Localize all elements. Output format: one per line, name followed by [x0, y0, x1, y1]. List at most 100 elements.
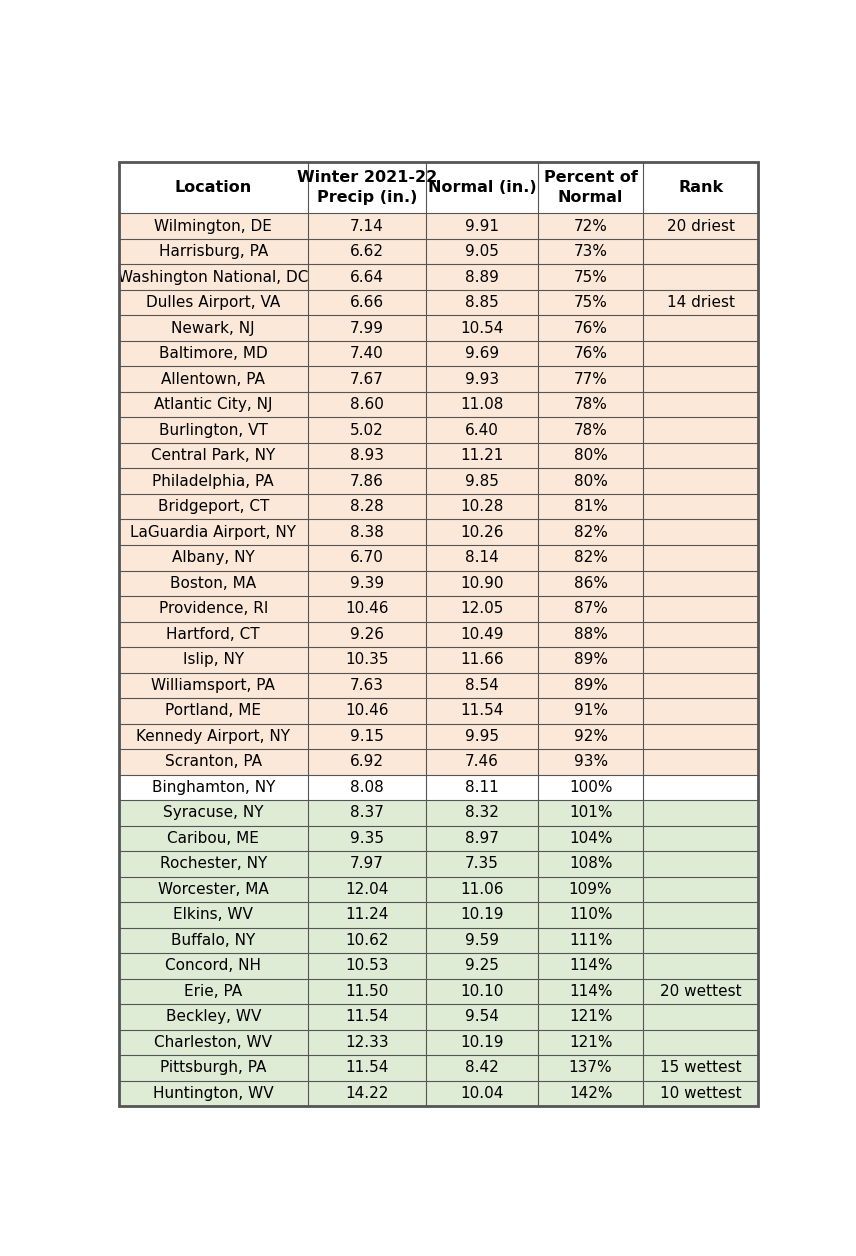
Text: Binghamton, NY: Binghamton, NY: [152, 780, 275, 795]
Text: 8.42: 8.42: [465, 1060, 499, 1075]
Text: 9.69: 9.69: [465, 347, 499, 362]
Text: Elkins, WV: Elkins, WV: [173, 907, 253, 922]
Text: 14 driest: 14 driest: [667, 295, 735, 310]
Text: 8.32: 8.32: [465, 805, 499, 820]
Text: 10.19: 10.19: [461, 907, 503, 922]
Bar: [119, 1005, 758, 1030]
Text: Bridgeport, CT: Bridgeport, CT: [158, 499, 269, 514]
Bar: [119, 214, 758, 239]
Text: 8.08: 8.08: [350, 780, 383, 795]
Text: 8.93: 8.93: [350, 448, 383, 463]
Bar: [119, 367, 758, 392]
Text: Normal (in.): Normal (in.): [427, 181, 536, 196]
Text: 12.05: 12.05: [461, 602, 503, 617]
Bar: [119, 775, 758, 800]
Text: 7.63: 7.63: [350, 678, 383, 693]
Text: 92%: 92%: [574, 728, 608, 744]
Text: 80%: 80%: [574, 448, 608, 463]
Bar: [119, 1030, 758, 1055]
Text: 101%: 101%: [569, 805, 612, 820]
Text: 78%: 78%: [574, 423, 608, 437]
Text: 9.05: 9.05: [465, 244, 499, 259]
Bar: [119, 672, 758, 698]
Text: Charleston, WV: Charleston, WV: [154, 1035, 272, 1050]
Bar: [119, 698, 758, 723]
Text: 6.40: 6.40: [465, 423, 499, 437]
Text: 8.97: 8.97: [465, 831, 499, 845]
Bar: [119, 902, 758, 928]
Text: Newark, NJ: Newark, NJ: [171, 320, 255, 335]
Text: 75%: 75%: [574, 295, 608, 310]
Text: 7.97: 7.97: [350, 857, 383, 872]
Text: 10.10: 10.10: [461, 983, 503, 999]
Text: Baltimore, MD: Baltimore, MD: [159, 347, 268, 362]
Bar: [119, 723, 758, 749]
Text: 89%: 89%: [574, 678, 608, 693]
Text: 72%: 72%: [574, 219, 608, 234]
Text: 10.49: 10.49: [461, 627, 503, 642]
Text: 7.14: 7.14: [350, 219, 383, 234]
Bar: [119, 852, 758, 877]
Text: Harrisburg, PA: Harrisburg, PA: [158, 244, 268, 259]
Text: 11.21: 11.21: [461, 448, 503, 463]
Text: 12.33: 12.33: [345, 1035, 389, 1050]
Text: 110%: 110%: [569, 907, 612, 922]
Text: 89%: 89%: [574, 652, 608, 667]
Bar: [119, 520, 758, 545]
Text: 12.04: 12.04: [345, 882, 389, 897]
Bar: [119, 545, 758, 570]
Text: Philadelphia, PA: Philadelphia, PA: [152, 474, 274, 489]
Text: 6.66: 6.66: [350, 295, 383, 310]
Text: 11.24: 11.24: [345, 907, 389, 922]
Text: 8.38: 8.38: [350, 525, 383, 540]
Text: 75%: 75%: [574, 270, 608, 285]
Text: 7.35: 7.35: [465, 857, 499, 872]
Text: Rank: Rank: [678, 181, 723, 196]
Bar: [119, 239, 758, 264]
Text: Hartford, CT: Hartford, CT: [166, 627, 260, 642]
Bar: [119, 494, 758, 520]
Bar: [119, 315, 758, 340]
Text: 7.67: 7.67: [350, 372, 383, 387]
Text: 9.95: 9.95: [465, 728, 499, 744]
Text: 11.54: 11.54: [345, 1010, 389, 1025]
Text: Percent of
Normal: Percent of Normal: [544, 171, 638, 205]
Text: 11.50: 11.50: [345, 983, 389, 999]
Text: Washington National, DC: Washington National, DC: [118, 270, 308, 285]
Text: Erie, PA: Erie, PA: [184, 983, 242, 999]
Text: Worcester, MA: Worcester, MA: [158, 882, 269, 897]
Bar: [119, 443, 758, 468]
Text: 9.85: 9.85: [465, 474, 499, 489]
Text: 104%: 104%: [569, 831, 612, 845]
Text: Location: Location: [175, 181, 252, 196]
Bar: [119, 928, 758, 953]
Text: Syracuse, NY: Syracuse, NY: [163, 805, 264, 820]
Text: Central Park, NY: Central Park, NY: [152, 448, 276, 463]
Text: 8.60: 8.60: [350, 397, 383, 412]
Text: 7.99: 7.99: [350, 320, 383, 335]
Text: 10.04: 10.04: [461, 1086, 503, 1102]
Text: 82%: 82%: [574, 550, 608, 565]
Text: 11.08: 11.08: [461, 397, 503, 412]
Bar: [119, 290, 758, 315]
Text: 10 wettest: 10 wettest: [660, 1086, 741, 1102]
Text: Allentown, PA: Allentown, PA: [161, 372, 265, 387]
Text: 11.54: 11.54: [461, 703, 503, 718]
Bar: [119, 825, 758, 852]
Text: Albany, NY: Albany, NY: [172, 550, 254, 565]
Bar: [119, 800, 758, 825]
Bar: [119, 340, 758, 367]
Text: Williamsport, PA: Williamsport, PA: [152, 678, 276, 693]
Text: 81%: 81%: [574, 499, 608, 514]
Bar: [119, 749, 758, 775]
Text: LaGuardia Airport, NY: LaGuardia Airport, NY: [130, 525, 296, 540]
Text: Rochester, NY: Rochester, NY: [160, 857, 267, 872]
Text: 8.85: 8.85: [465, 295, 499, 310]
Text: 7.40: 7.40: [350, 347, 383, 362]
Text: Atlantic City, NJ: Atlantic City, NJ: [154, 397, 272, 412]
Text: 10.35: 10.35: [345, 652, 389, 667]
Text: 9.91: 9.91: [465, 219, 499, 234]
Bar: [119, 877, 758, 902]
Text: 10.54: 10.54: [461, 320, 503, 335]
Text: 10.26: 10.26: [461, 525, 503, 540]
